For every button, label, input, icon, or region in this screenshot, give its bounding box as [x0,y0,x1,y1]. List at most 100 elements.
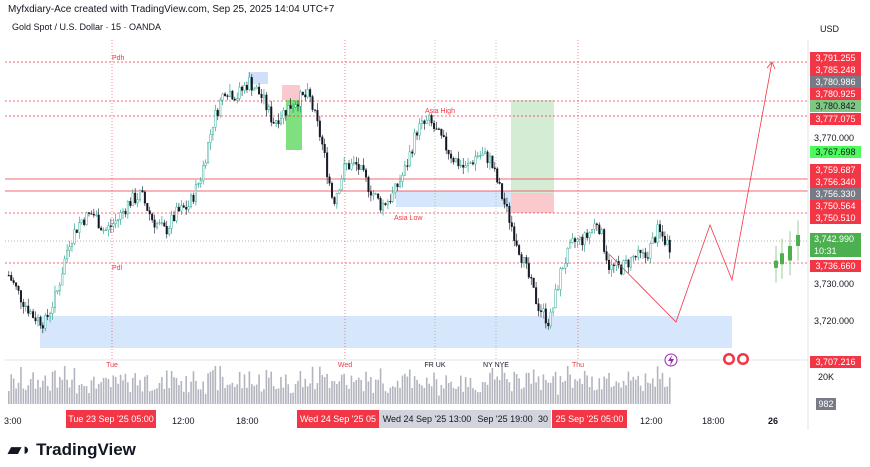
candle-body [369,191,372,196]
volume-bar [185,375,187,404]
volume-bar [178,384,180,404]
volume-bar [105,377,107,404]
candle-body [24,305,27,307]
long-position-target [511,100,554,193]
volume-bar [642,390,644,404]
candle-body [612,264,615,266]
volume-bar [564,380,567,404]
volume-bar [93,376,95,404]
candle-body [204,162,207,166]
candle-body [197,183,200,185]
candle-body [547,322,550,327]
volume-bar [119,374,122,404]
candle-body [622,260,625,275]
volume-bar [231,382,234,404]
volume-bar [102,377,105,404]
volume-bar [268,377,270,404]
candle-body [228,90,231,97]
volume-bar [438,395,440,404]
candle-body [122,210,125,213]
price-tick: 3,720.000 [814,316,854,326]
candle-body [403,165,406,176]
candle-body [583,232,586,246]
currency-label[interactable]: USD [820,24,840,34]
candle-body [309,89,312,97]
symbol-title[interactable]: Gold Spot / U.S. Dollar · 15 · OANDA [12,22,162,32]
projection-path [609,61,773,323]
candle-body [591,228,594,233]
volume-bar [525,372,528,404]
volume-bar [151,390,153,404]
volume-bar [158,382,161,404]
candle-body [423,120,426,124]
volume-bar [374,379,377,404]
volume-bar [229,384,231,404]
volume-bar [404,373,406,404]
candle-body [542,308,545,313]
candle-body [554,289,557,309]
volume-bar [294,383,297,404]
candle-body [134,192,137,204]
tradingview-logo[interactable]: ▰◗ TradingView [8,440,136,460]
time-tick: 12:00 [640,416,663,426]
ob-zone [282,85,300,100]
volume-bar [17,382,20,404]
candle-body [148,210,151,215]
volume-bar [285,374,287,404]
candle-body [141,190,144,193]
volume-bar [202,381,204,404]
volume-bar [345,385,348,404]
candle-body [362,165,365,171]
candle-body [522,257,525,263]
projection-candle [788,245,792,261]
volume-bar [336,384,338,404]
volume-bar [552,376,554,404]
volume-bar [637,375,639,404]
volume-bar [61,379,64,404]
volume-bar [316,383,319,404]
volume-bar [299,371,302,404]
volume-bar [491,367,494,404]
volume-bar [173,377,175,404]
volume-bar [42,380,44,404]
candle-body [510,222,513,227]
volume-bar [314,389,316,404]
candle-body [503,198,506,205]
volume-bar [440,384,443,404]
price-label: 3,785.248 [810,64,861,76]
volume-bar [464,377,467,404]
candle-body [221,93,224,101]
candle-body [656,224,659,243]
candle-body [182,205,185,208]
volume-bar [613,385,615,404]
volume-bar [394,387,396,404]
candle-body [63,258,66,275]
volume-bar [110,387,112,404]
candle-body [642,252,645,254]
volume-bar [251,384,253,404]
volume-bar [10,374,13,404]
volume-bar [600,389,603,404]
volume-bar [498,379,501,404]
candle-body [12,280,15,283]
volume-bar [554,371,557,404]
volume-bar [304,378,307,404]
volume-bar [462,391,465,404]
last-price: 3,742.990 [814,234,855,244]
volume-bar [306,386,309,404]
candle-body [85,212,88,225]
candle-body [377,193,380,199]
candle-body [532,277,535,288]
volume-bar [583,370,586,404]
volume-bar [333,381,336,404]
volume-bar [435,379,438,404]
candle-body [549,311,552,327]
candle-body [262,94,265,98]
volume-bar [535,382,537,404]
session-label: FR UK [425,362,446,369]
volume-bar [457,386,460,404]
candle-body [338,189,341,194]
price-label: 3,767.698 [810,146,861,158]
time-tick: 25 Sep '25 05:00 [552,410,627,428]
